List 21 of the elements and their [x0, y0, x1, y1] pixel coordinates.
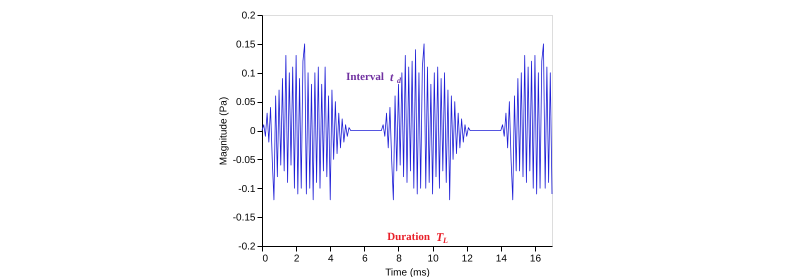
x-tick-label: 16	[530, 254, 542, 264]
y-tick-label: 0.15	[236, 39, 256, 50]
annotation: Interval td	[346, 70, 402, 85]
y-tick-label: 0.2	[242, 10, 256, 22]
y-tick-label: -0.2	[238, 242, 256, 252]
x-tick-label: 10	[428, 254, 440, 264]
y-tick-label: -0.05	[232, 154, 256, 166]
y-tick-label: -0.1	[238, 184, 256, 195]
y-tick-label: -0.15	[232, 212, 256, 224]
y-tick-label: 0.1	[242, 68, 256, 80]
x-tick-label: 8	[396, 254, 402, 264]
x-tick-label: 0	[262, 254, 268, 264]
x-tick-label: 14	[496, 254, 508, 264]
y-tick-label: 0	[250, 126, 256, 137]
x-tick-label: 4	[328, 254, 334, 264]
y-axis-title: Magnitude (Pa)	[218, 96, 230, 166]
line-series	[262, 43, 552, 200]
x-tick-label: 6	[362, 254, 368, 264]
x-tick-label: 12	[462, 254, 474, 264]
y-tick-label: 0.05	[236, 97, 256, 108]
x-tick-label: 2	[294, 254, 300, 264]
